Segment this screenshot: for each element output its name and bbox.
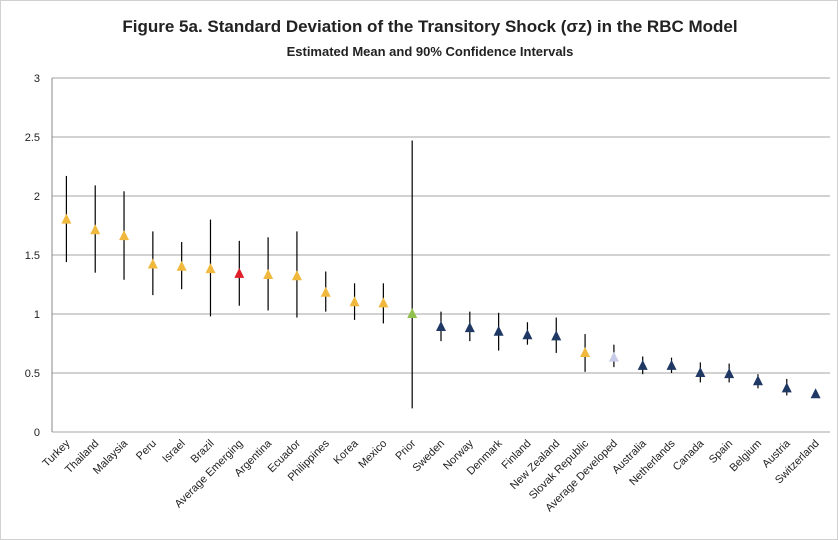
y-tick-label: 2 [34, 191, 40, 203]
mean-marker [291, 270, 302, 281]
mean-marker [378, 297, 389, 308]
chart-subtitle: Estimated Mean and 90% Confidence Interv… [287, 44, 574, 59]
mean-marker [522, 329, 533, 340]
mean-marker [119, 230, 130, 241]
mean-marker [637, 359, 648, 370]
mean-marker [90, 224, 101, 235]
mean-marker [608, 351, 619, 362]
mean-marker [666, 359, 677, 370]
y-tick-label: 3 [34, 73, 40, 85]
mean-marker [551, 330, 562, 341]
y-tick-label: 0.5 [25, 368, 40, 380]
mean-marker [349, 296, 360, 307]
mean-marker [205, 263, 216, 274]
y-tick-label: 2.5 [25, 132, 40, 144]
mean-marker [464, 322, 475, 333]
mean-marker [147, 258, 158, 269]
chart-title: Figure 5a. Standard Deviation of the Tra… [122, 17, 737, 36]
mean-marker [752, 375, 763, 386]
mean-marker [810, 388, 821, 399]
mean-marker [493, 325, 504, 336]
mean-marker [580, 346, 591, 357]
mean-marker [436, 320, 446, 331]
mean-marker [407, 308, 418, 318]
y-tick-label: 0 [34, 427, 40, 439]
mean-marker [320, 286, 331, 297]
mean-marker [176, 260, 187, 271]
mean-marker [724, 368, 735, 379]
mean-marker [695, 367, 706, 377]
mean-marker [234, 267, 245, 278]
mean-marker [61, 213, 72, 224]
y-tick-label: 1 [34, 309, 40, 321]
mean-marker [781, 382, 792, 393]
y-tick-label: 1.5 [25, 250, 40, 262]
mean-marker [263, 269, 274, 280]
